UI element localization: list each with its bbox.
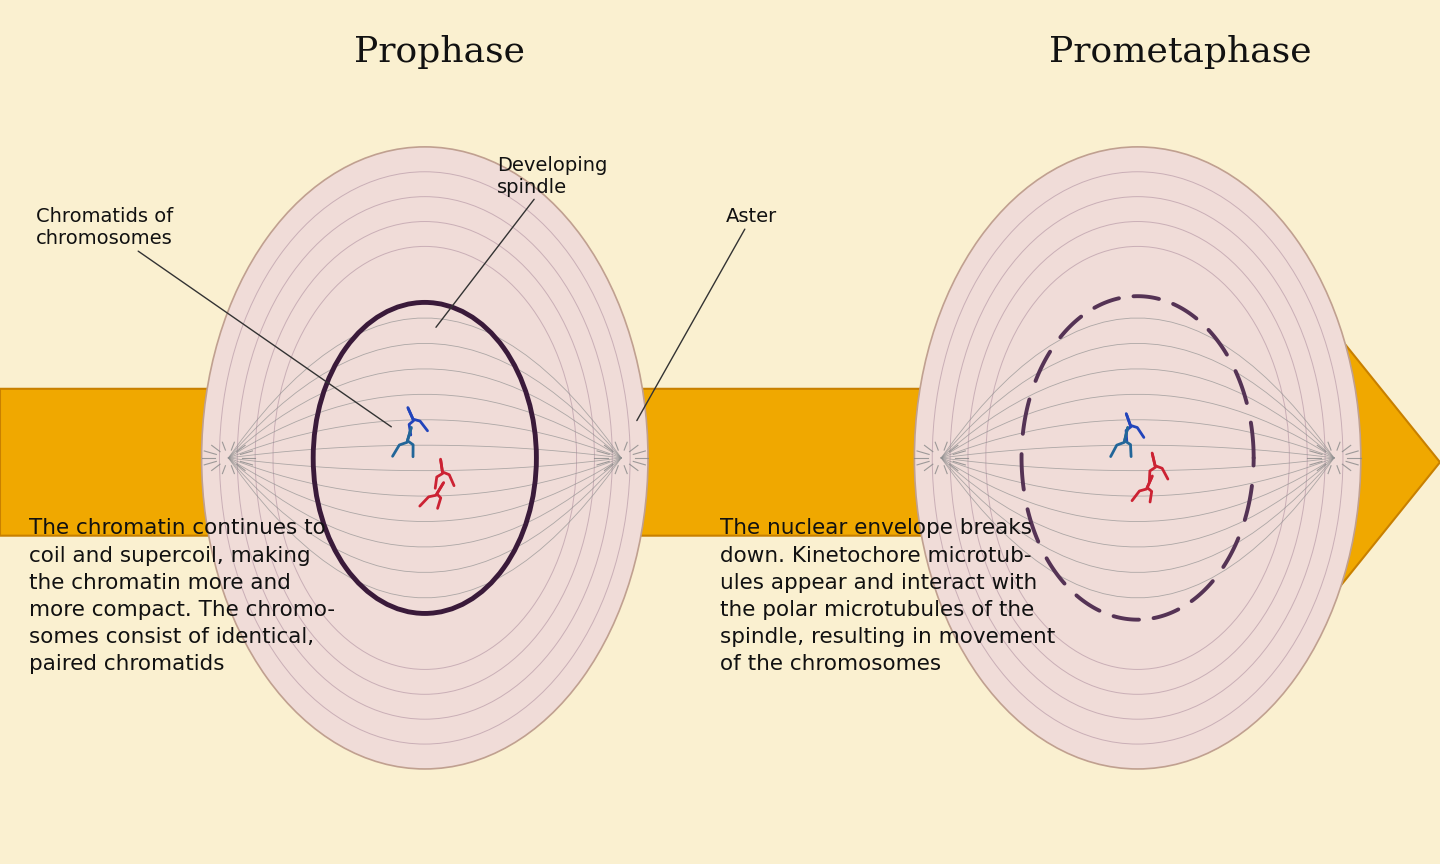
Text: Developing
spindle: Developing spindle — [436, 156, 608, 327]
Ellipse shape — [914, 147, 1361, 769]
Text: Prophase: Prophase — [354, 35, 524, 68]
Text: The chromatin continues to
coil and supercoil, making
the chromatin more and
mor: The chromatin continues to coil and supe… — [29, 518, 334, 675]
Ellipse shape — [202, 147, 648, 769]
Polygon shape — [0, 337, 1440, 588]
Text: Aster: Aster — [636, 207, 778, 421]
Text: Chromatids of
chromosomes: Chromatids of chromosomes — [36, 207, 392, 427]
Text: Prometaphase: Prometaphase — [1050, 35, 1312, 68]
Text: The nuclear envelope breaks
down. Kinetochore microtub-
ules appear and interact: The nuclear envelope breaks down. Kineto… — [720, 518, 1056, 675]
